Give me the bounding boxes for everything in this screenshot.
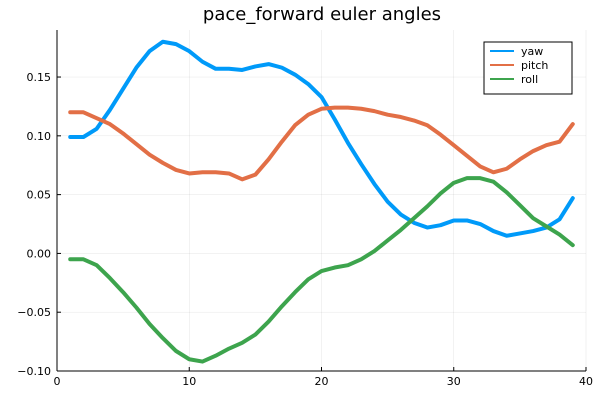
- x-tick-label: 0: [54, 375, 61, 388]
- chart-title: pace_forward euler angles: [203, 4, 441, 25]
- series-line-pitch: [68, 105, 575, 182]
- axes: 0 10 20 30 40 −0.10 −0.05 0.00 0.05 0.10 0.15: [17, 30, 593, 388]
- x-tick-label: 20: [315, 375, 329, 388]
- y-tick-label: 0.15: [27, 71, 52, 84]
- y-tick-label: −0.05: [17, 306, 51, 319]
- legend-box: [483, 41, 573, 95]
- series-line-roll: [68, 176, 575, 364]
- y-tick-label: 0.05: [27, 189, 52, 202]
- series-line-yaw: [68, 39, 575, 238]
- x-tick-label: 30: [447, 375, 461, 388]
- series-lines: [68, 39, 575, 364]
- legend-label-pitch: pitch: [521, 59, 548, 72]
- legend-label-yaw: yaw: [521, 45, 543, 58]
- y-tick-label: 0.10: [27, 130, 52, 143]
- x-tick-label: 40: [579, 375, 593, 388]
- legend-label-roll: roll: [521, 73, 538, 86]
- y-tick-label: −0.10: [17, 365, 51, 378]
- x-tick-label: 10: [182, 375, 196, 388]
- y-tick-label: 0.00: [27, 247, 52, 260]
